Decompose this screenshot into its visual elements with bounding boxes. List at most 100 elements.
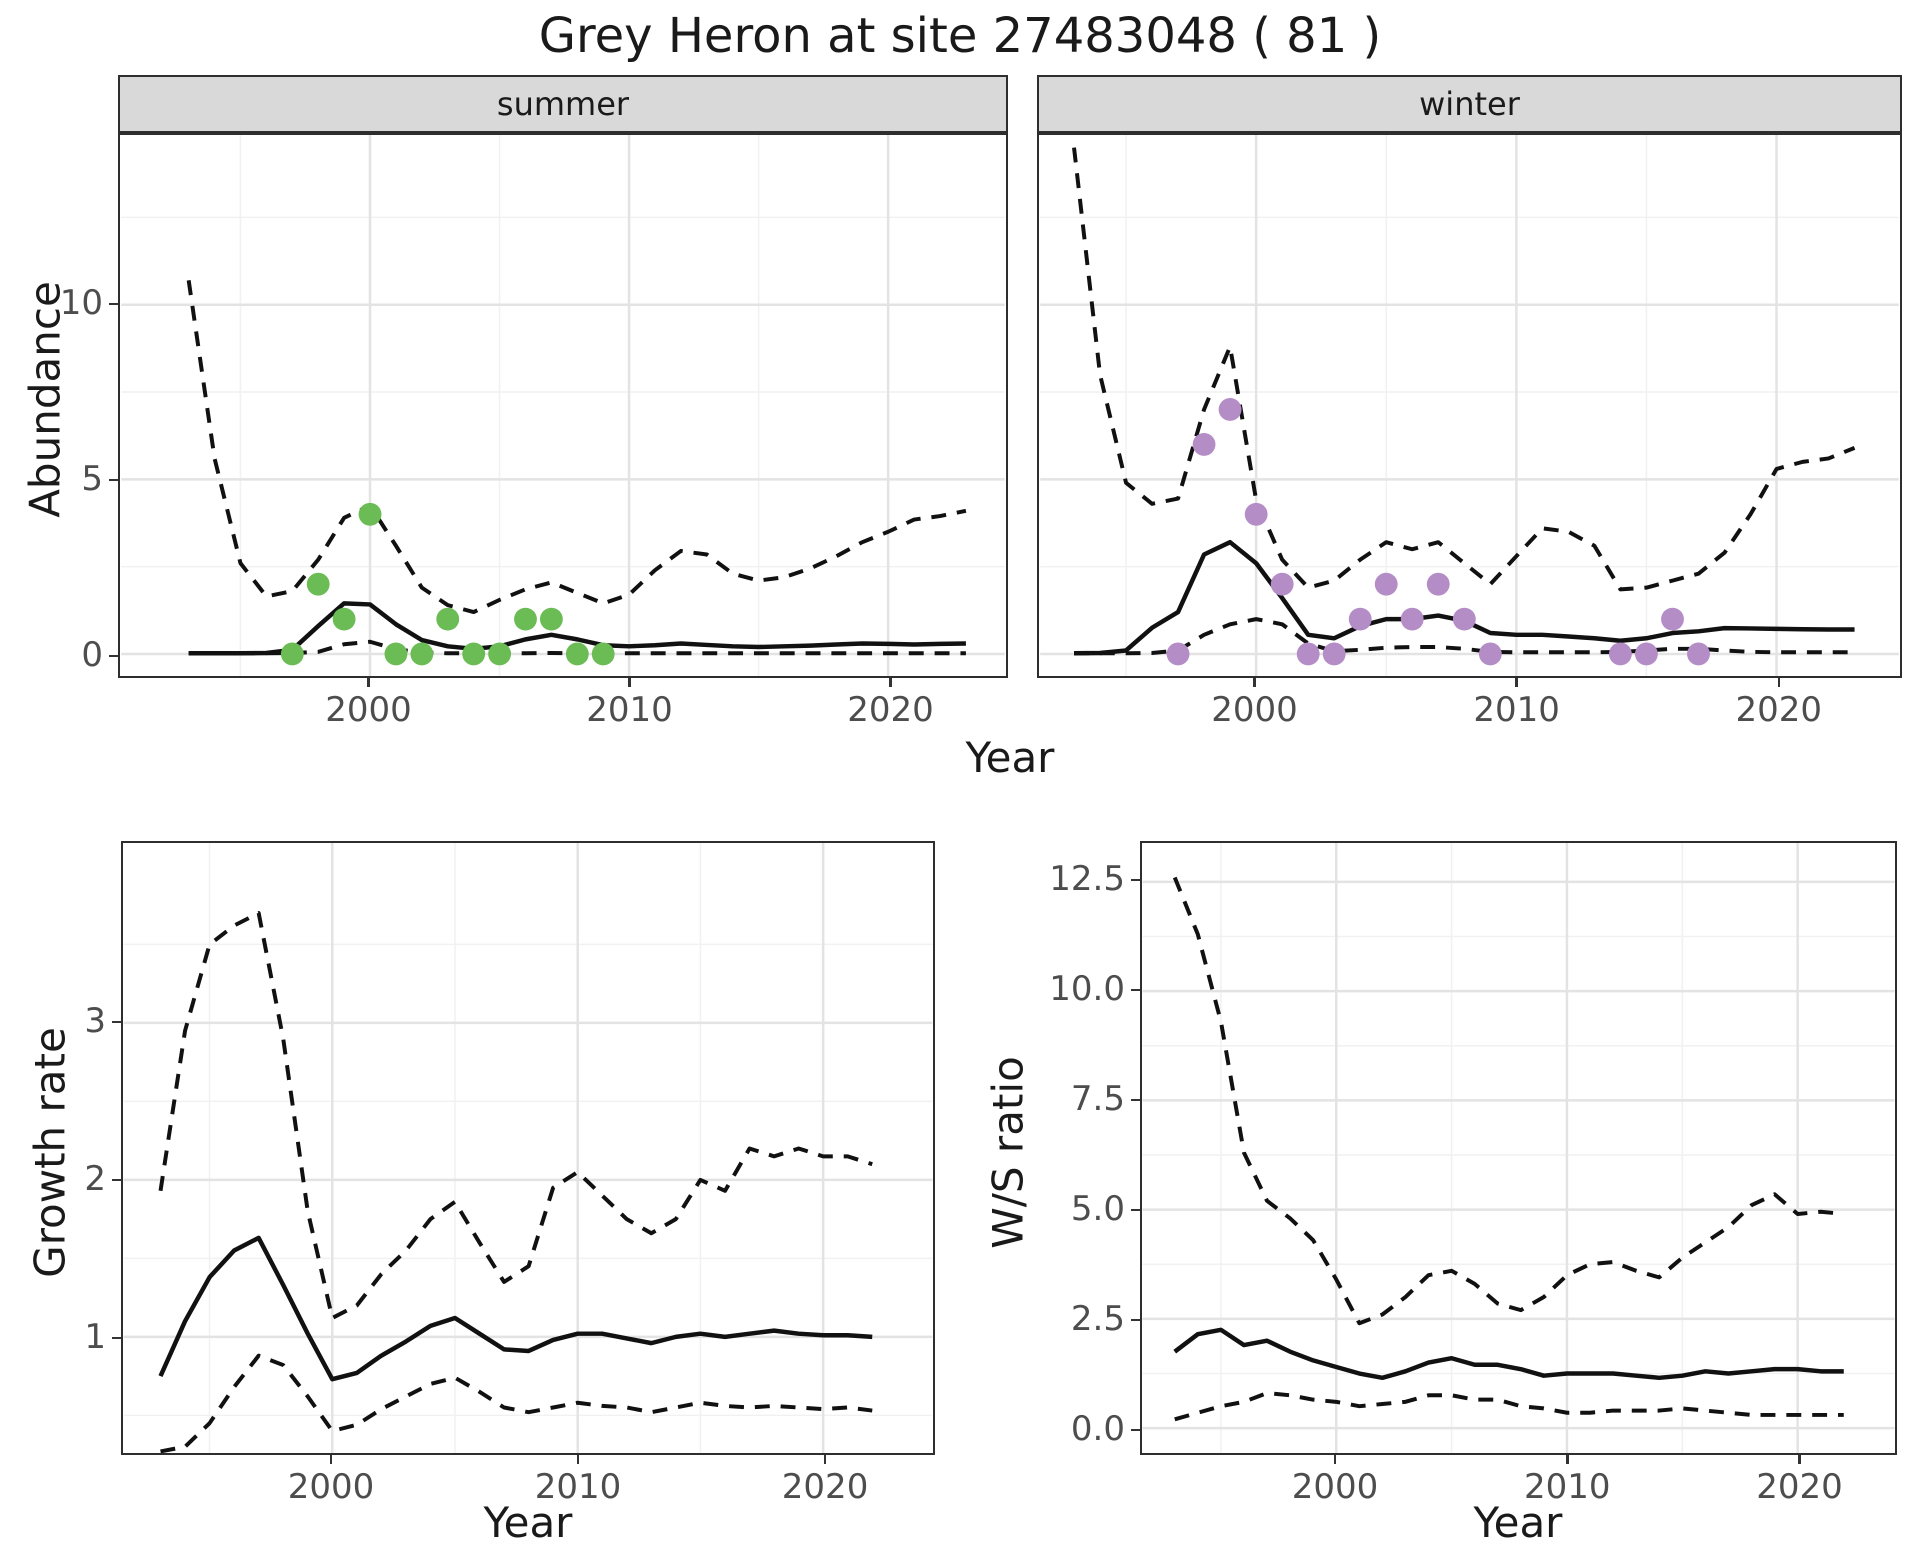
growth-rate-upper-ci-line bbox=[158, 911, 873, 1320]
summer-x-tick-mark bbox=[367, 678, 370, 687]
growth-rate-y-tick-mark bbox=[112, 1178, 121, 1182]
summer-observation-point bbox=[410, 642, 434, 666]
facet-strip-winter: winter bbox=[1037, 75, 1902, 133]
growth-rate-x-tick-label: 2020 bbox=[781, 1467, 869, 1507]
abundance-y-tick-label: 0 bbox=[81, 634, 103, 675]
growth-rate-mean-line bbox=[158, 1235, 873, 1382]
ws-ratio-y-tick-mark bbox=[1131, 1318, 1140, 1322]
summer-x-tick-mark bbox=[889, 678, 892, 687]
ws-ratio-y-tick-mark bbox=[1131, 1208, 1140, 1212]
summer-observation-point bbox=[358, 502, 382, 526]
summer-observation-point bbox=[565, 642, 589, 666]
summer-observation-point bbox=[436, 607, 460, 631]
summer-observation-point bbox=[539, 607, 563, 631]
ws-ratio-x-tick-mark bbox=[1798, 1455, 1801, 1464]
abundance-y-tick-label: 5 bbox=[81, 458, 103, 499]
growth-rate-x-tick-mark bbox=[576, 1455, 580, 1464]
summer-x-tick-label: 2020 bbox=[847, 690, 934, 730]
winter-observation-point bbox=[1322, 642, 1346, 666]
winter-mean-line bbox=[1073, 539, 1855, 656]
winter-observation-point bbox=[1608, 642, 1632, 666]
ws-ratio-axis-title: W/S ratio bbox=[983, 1056, 1033, 1249]
winter-observation-point bbox=[1400, 607, 1424, 631]
winter-observation-point bbox=[1687, 642, 1710, 666]
summer-observation-point bbox=[384, 642, 408, 666]
winter-upper-ci-line bbox=[1072, 147, 1856, 592]
ws-ratio-y-tick-mark bbox=[1131, 1428, 1140, 1432]
winter-observation-point bbox=[1244, 502, 1268, 526]
summer-x-tick-label: 2010 bbox=[586, 690, 673, 730]
growth-rate-x-tick-mark bbox=[823, 1455, 827, 1464]
facet-strip-summer: summer bbox=[118, 75, 1008, 133]
summer-observation-point bbox=[462, 642, 486, 666]
summer-mean-line bbox=[188, 601, 966, 656]
growth-rate-axis-title: Growth rate bbox=[25, 1027, 75, 1278]
ws-ratio-x-tick-mark bbox=[1566, 1455, 1569, 1464]
ws-ratio-y-tick-label: 5.0 bbox=[1070, 1189, 1125, 1230]
ws-ratio-y-tick-mark bbox=[1131, 988, 1140, 992]
winter-observation-point bbox=[1426, 572, 1450, 596]
ws-ratio-x-tick-label: 2010 bbox=[1523, 1467, 1611, 1507]
ws-ratio-y-tick-label: 2.5 bbox=[1070, 1298, 1125, 1339]
ws-ratio-y-tick-mark bbox=[1131, 878, 1140, 882]
abundance-y-tick-mark bbox=[109, 478, 118, 482]
growth-rate-panel bbox=[121, 841, 935, 1455]
growth-rate-y-tick-mark bbox=[112, 1020, 121, 1024]
ws-year-axis-title: Year bbox=[1473, 1498, 1563, 1547]
chart-title: Grey Heron at site 27483048 ( 81 ) bbox=[538, 8, 1382, 64]
growth-rate-x-tick-label: 2010 bbox=[534, 1467, 622, 1507]
ws-ratio-panel bbox=[1140, 841, 1897, 1455]
winter-observation-point bbox=[1478, 642, 1502, 666]
winter-observation-point bbox=[1661, 607, 1684, 631]
growth-year-axis-title: Year bbox=[483, 1498, 573, 1547]
growth-rate-y-tick-label: 2 bbox=[84, 1159, 106, 1200]
ws-ratio-y-tick-label: 0.0 bbox=[1070, 1408, 1125, 1449]
facet-label-summer: summer bbox=[496, 85, 630, 123]
winter-observation-point bbox=[1348, 607, 1372, 631]
winter-observation-point bbox=[1192, 432, 1216, 456]
winter-observation-point bbox=[1296, 642, 1320, 666]
winter-x-tick-label: 2010 bbox=[1473, 690, 1560, 730]
winter-x-tick-mark bbox=[1253, 678, 1256, 687]
ws-ratio-y-tick-mark bbox=[1131, 1098, 1140, 1102]
winter-x-tick-mark bbox=[1515, 678, 1518, 687]
winter-observation-point bbox=[1218, 398, 1242, 421]
winter-x-tick-label: 2000 bbox=[1211, 690, 1298, 730]
growth-rate-y-tick-mark bbox=[112, 1336, 121, 1340]
ws-ratio-y-tick-label: 7.5 bbox=[1070, 1079, 1125, 1120]
summer-upper-ci-line bbox=[186, 280, 967, 615]
summer-observation-point bbox=[280, 642, 304, 666]
winter-observation-point bbox=[1374, 572, 1398, 596]
growth-rate-lower-ci-line bbox=[160, 1353, 873, 1453]
summer-observation-point bbox=[306, 572, 330, 596]
winter-abundance-panel bbox=[1037, 133, 1902, 678]
ws-ratio-lower-ci-line bbox=[1174, 1391, 1844, 1422]
growth-rate-x-tick-label: 2000 bbox=[287, 1467, 375, 1507]
abundance-y-tick-mark bbox=[109, 654, 118, 658]
ws-ratio-upper-ci-line bbox=[1172, 876, 1844, 1326]
winter-x-tick-mark bbox=[1777, 678, 1781, 687]
winter-observation-point bbox=[1634, 642, 1658, 666]
winter-lower-ci-line bbox=[1074, 617, 1855, 656]
winter-observation-point bbox=[1270, 572, 1294, 596]
summer-observation-point bbox=[591, 642, 615, 666]
growth-rate-y-tick-label: 3 bbox=[84, 1001, 106, 1042]
ws-ratio-mean-line bbox=[1173, 1327, 1844, 1381]
ws-ratio-x-tick-label: 2020 bbox=[1756, 1467, 1843, 1507]
summer-abundance-panel bbox=[118, 133, 1008, 678]
ws-ratio-x-tick-label: 2000 bbox=[1291, 1467, 1379, 1507]
summer-x-tick-mark bbox=[628, 678, 631, 687]
top-year-axis-title: Year bbox=[965, 733, 1055, 782]
summer-observation-point bbox=[332, 607, 356, 631]
summer-x-tick-label: 2000 bbox=[325, 690, 412, 730]
winter-observation-point bbox=[1452, 607, 1476, 631]
growth-rate-x-tick-mark bbox=[329, 1455, 333, 1464]
winter-observation-point bbox=[1166, 642, 1190, 666]
summer-observation-point bbox=[514, 607, 537, 631]
winter-x-tick-label: 2020 bbox=[1735, 690, 1823, 730]
abundance-y-tick-mark bbox=[109, 302, 118, 306]
facet-label-winter: winter bbox=[1419, 85, 1520, 123]
summer-observation-point bbox=[488, 642, 511, 666]
ws-ratio-y-tick-label: 12.5 bbox=[1049, 859, 1125, 900]
